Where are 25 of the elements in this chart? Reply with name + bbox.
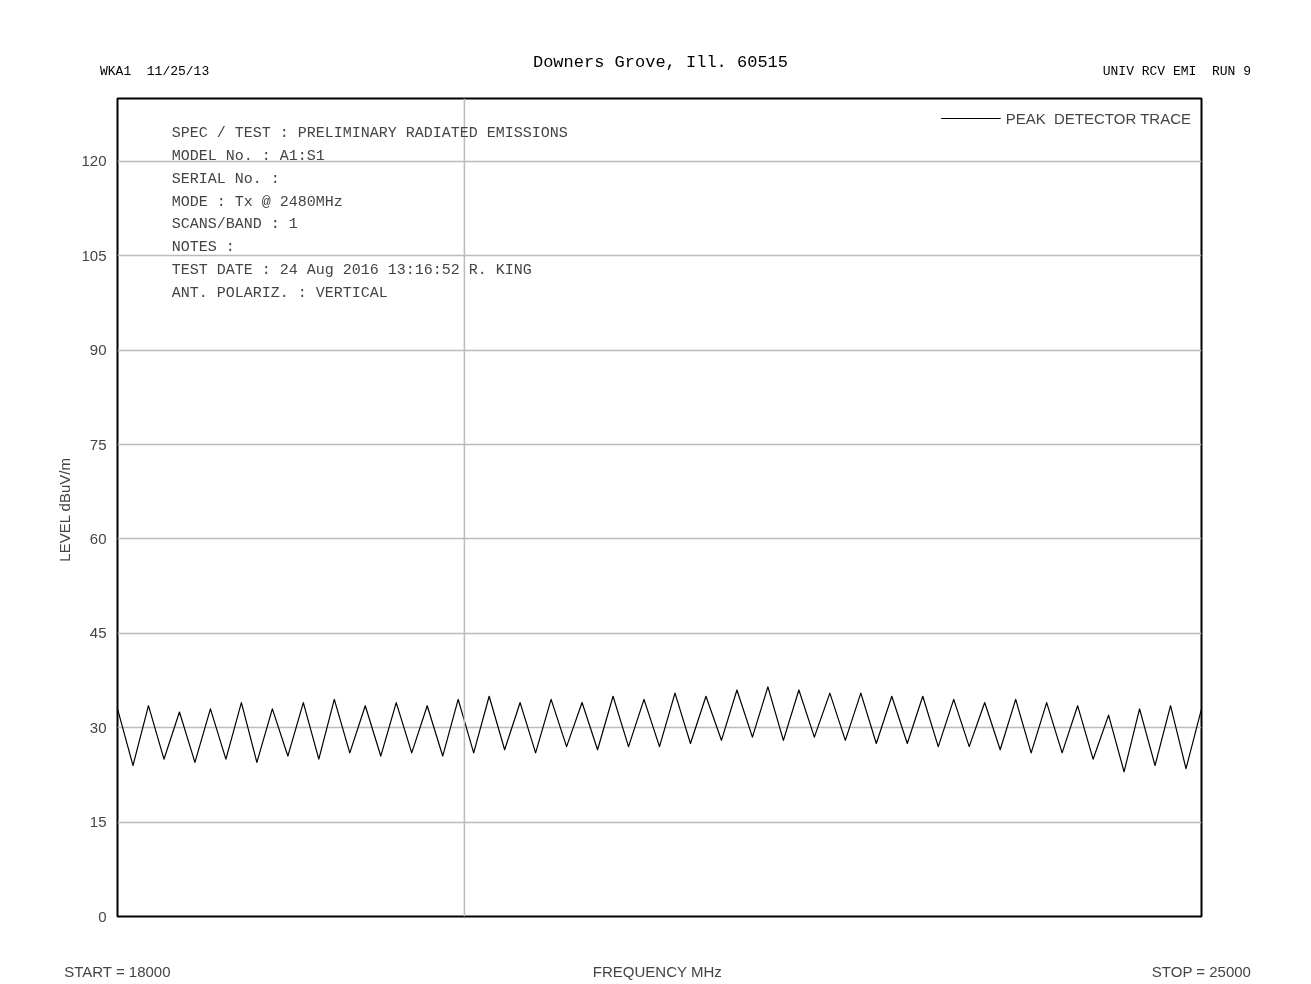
y-tick-label: 105 bbox=[81, 246, 107, 264]
x-tick-label: START = 18000 bbox=[64, 962, 171, 980]
y-tick-label: 90 bbox=[89, 341, 107, 359]
y-axis-title: LEVEL dBuV/m bbox=[56, 458, 74, 562]
annotation: SPEC / TEST : PRELIMINARY RADIATED EMISSIONS bbox=[171, 124, 568, 142]
annotation: SCANS/BAND : 1 bbox=[171, 216, 298, 234]
y-tick-label: 15 bbox=[89, 813, 107, 831]
annotation: ANT. POLARIZ. : VERTICAL bbox=[171, 285, 388, 303]
annotation: MODEL No. : A1:S1 bbox=[171, 147, 325, 165]
legend-label: PEAK DETECTOR TRACE bbox=[1005, 109, 1191, 127]
y-tick-label: 45 bbox=[89, 624, 107, 642]
y-tick-label: 60 bbox=[89, 529, 107, 547]
y-tick-label: 75 bbox=[89, 435, 107, 453]
annotation: SERIAL No. : bbox=[171, 170, 280, 188]
y-tick-label: 30 bbox=[89, 718, 107, 736]
annotation: MODE : Tx @ 2480MHz bbox=[171, 193, 343, 211]
text: WKA1 11/25/13 bbox=[100, 63, 210, 81]
chart-subtitle: Downers Grove, Ill. 60515 bbox=[532, 53, 789, 72]
y-tick-label: 120 bbox=[81, 152, 107, 170]
x-axis-title: FREQUENCY MHz bbox=[592, 962, 722, 980]
y-tick-label: 0 bbox=[98, 907, 107, 925]
x-tick-label: STOP = 25000 bbox=[1151, 962, 1251, 980]
text: UNIV RCV EMI RUN 9 bbox=[1102, 63, 1251, 81]
annotation: NOTES : bbox=[171, 239, 235, 257]
annotation: TEST DATE : 24 Aug 2016 13:16:52 R. KING bbox=[171, 262, 532, 280]
